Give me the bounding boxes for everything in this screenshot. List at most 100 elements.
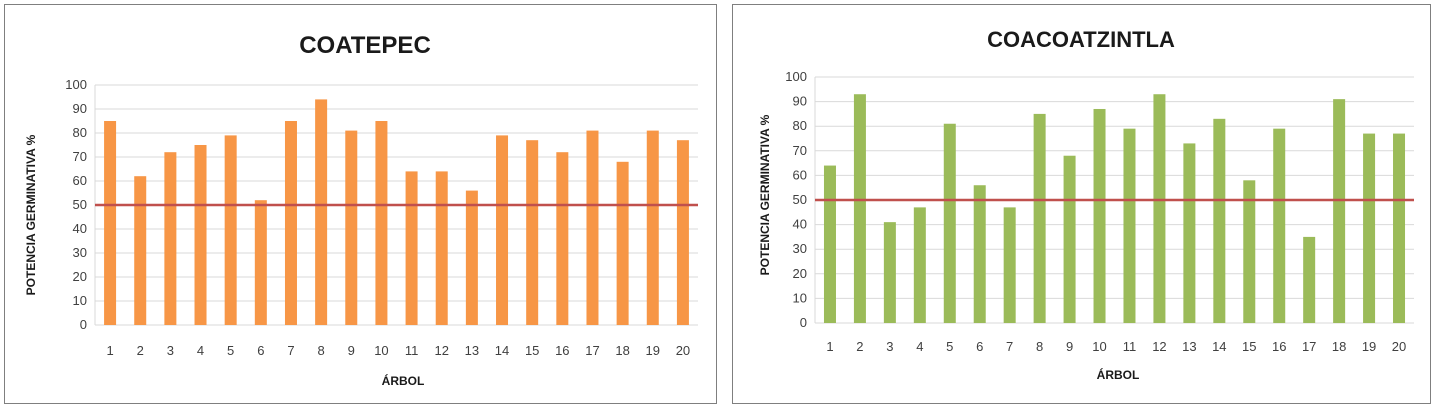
bar-arbol-4 (194, 145, 207, 325)
y-tick-label: 90 (73, 101, 87, 116)
x-tick-label: 11 (405, 343, 419, 358)
bar-arbol-5 (943, 123, 956, 324)
y-tick-label: 70 (73, 149, 87, 164)
bar-arbol-5 (224, 135, 237, 325)
bar-arbol-16 (556, 152, 569, 325)
y-axis-label: POTENCIA GERMINATIVA % (24, 134, 38, 295)
x-tick-labels: 1 2 3 4 5 6 7 8 9 10 11 12 13 14 15 16 17 18 19 20 (106, 343, 690, 358)
x-tick-label: 14 (495, 343, 509, 358)
bars (823, 94, 1406, 324)
bar-arbol-11 (1123, 128, 1136, 323)
bar-arbol-7 (284, 121, 297, 325)
bar-arbol-15 (526, 140, 539, 325)
bar-arbol-20 (676, 140, 689, 325)
x-tick-label: 10 (1092, 339, 1106, 354)
y-tick-label: 80 (793, 118, 807, 133)
y-tick-label: 0 (80, 317, 87, 332)
x-tick-label: 3 (167, 343, 174, 358)
bar-arbol-12 (435, 171, 448, 325)
x-tick-label: 8 (318, 343, 325, 358)
y-tick-label: 40 (73, 221, 87, 236)
x-tick-label: 9 (348, 343, 355, 358)
bar-arbol-17 (1303, 236, 1316, 323)
bar-arbol-17 (586, 130, 599, 325)
x-tick-label: 5 (946, 339, 953, 354)
bar-arbol-14 (1213, 118, 1226, 323)
bar-arbol-19 (1363, 133, 1376, 323)
y-tick-label: 100 (785, 69, 807, 84)
bar-arbol-9 (345, 130, 358, 325)
bar-arbol-8 (315, 99, 328, 326)
y-tick-label: 60 (793, 167, 807, 182)
y-tick-label: 10 (793, 290, 807, 305)
bar-arbol-11 (405, 171, 418, 325)
x-tick-label: 16 (1272, 339, 1286, 354)
bar-arbol-12 (1153, 94, 1166, 323)
chart-title: COATEPEC (299, 32, 431, 59)
x-tick-label: 2 (137, 343, 144, 358)
bar-arbol-13 (465, 190, 478, 325)
y-tick-label: 100 (65, 77, 87, 92)
y-tick-label: 70 (793, 143, 807, 158)
x-tick-labels: 1 2 3 4 5 6 7 8 9 10 11 12 13 14 15 16 17 18 19 20 (826, 339, 1406, 354)
bar-arbol-6 (254, 200, 267, 325)
bar-arbol-15 (1243, 180, 1256, 323)
x-tick-label: 5 (227, 343, 234, 358)
x-tick-label: 12 (1152, 339, 1166, 354)
bar-arbol-2 (134, 176, 147, 325)
x-tick-label: 13 (465, 343, 479, 358)
y-tick-label: 40 (793, 217, 807, 232)
bar-arbol-20 (1393, 133, 1406, 323)
bar-arbol-1 (823, 165, 836, 323)
bar-arbol-13 (1183, 143, 1196, 323)
x-tick-label: 18 (615, 343, 629, 358)
bar-arbol-8 (1033, 113, 1046, 324)
x-tick-label: 6 (976, 339, 983, 354)
bar-arbol-2 (853, 94, 866, 323)
x-tick-label: 16 (555, 343, 569, 358)
bar-arbol-18 (616, 161, 629, 325)
x-tick-label: 17 (585, 343, 599, 358)
x-tick-label: 18 (1332, 339, 1346, 354)
x-tick-label: 9 (1066, 339, 1073, 354)
bar-arbol-1 (104, 121, 117, 325)
bar-arbol-4 (913, 207, 926, 323)
y-tick-label: 30 (73, 245, 87, 260)
bars (104, 99, 689, 326)
x-axis-label: ÁRBOL (1097, 367, 1140, 382)
x-tick-label: 6 (257, 343, 264, 358)
y-tick-label: 60 (73, 173, 87, 188)
y-tick-label: 90 (793, 94, 807, 109)
y-tick-label: 80 (73, 125, 87, 140)
x-tick-label: 7 (287, 343, 294, 358)
bar-arbol-14 (496, 135, 509, 325)
y-tick-label: 0 (800, 315, 807, 330)
x-tick-label: 11 (1123, 339, 1137, 354)
x-tick-label: 14 (1212, 339, 1226, 354)
x-tick-label: 13 (1182, 339, 1196, 354)
x-tick-label: 12 (434, 343, 448, 358)
x-tick-label: 15 (1242, 339, 1256, 354)
bar-arbol-9 (1063, 155, 1076, 323)
bar-arbol-7 (1003, 207, 1016, 323)
chart-title: COACOATZINTLA (987, 27, 1175, 52)
bar-arbol-3 (164, 152, 177, 325)
bar-arbol-3 (883, 222, 896, 323)
bar-arbol-6 (973, 185, 986, 323)
bar-arbol-19 (646, 130, 659, 325)
x-tick-label: 19 (1362, 339, 1376, 354)
x-tick-label: 4 (197, 343, 204, 358)
x-tick-label: 15 (525, 343, 539, 358)
y-tick-labels: 0 10 20 30 40 50 60 70 80 90 100 (785, 69, 807, 330)
y-tick-label: 30 (793, 241, 807, 256)
x-tick-label: 3 (886, 339, 893, 354)
y-tick-label: 20 (793, 266, 807, 281)
y-tick-label: 50 (73, 197, 87, 212)
x-tick-label: 10 (374, 343, 388, 358)
x-tick-label: 20 (1392, 339, 1406, 354)
y-tick-label: 50 (793, 192, 807, 207)
